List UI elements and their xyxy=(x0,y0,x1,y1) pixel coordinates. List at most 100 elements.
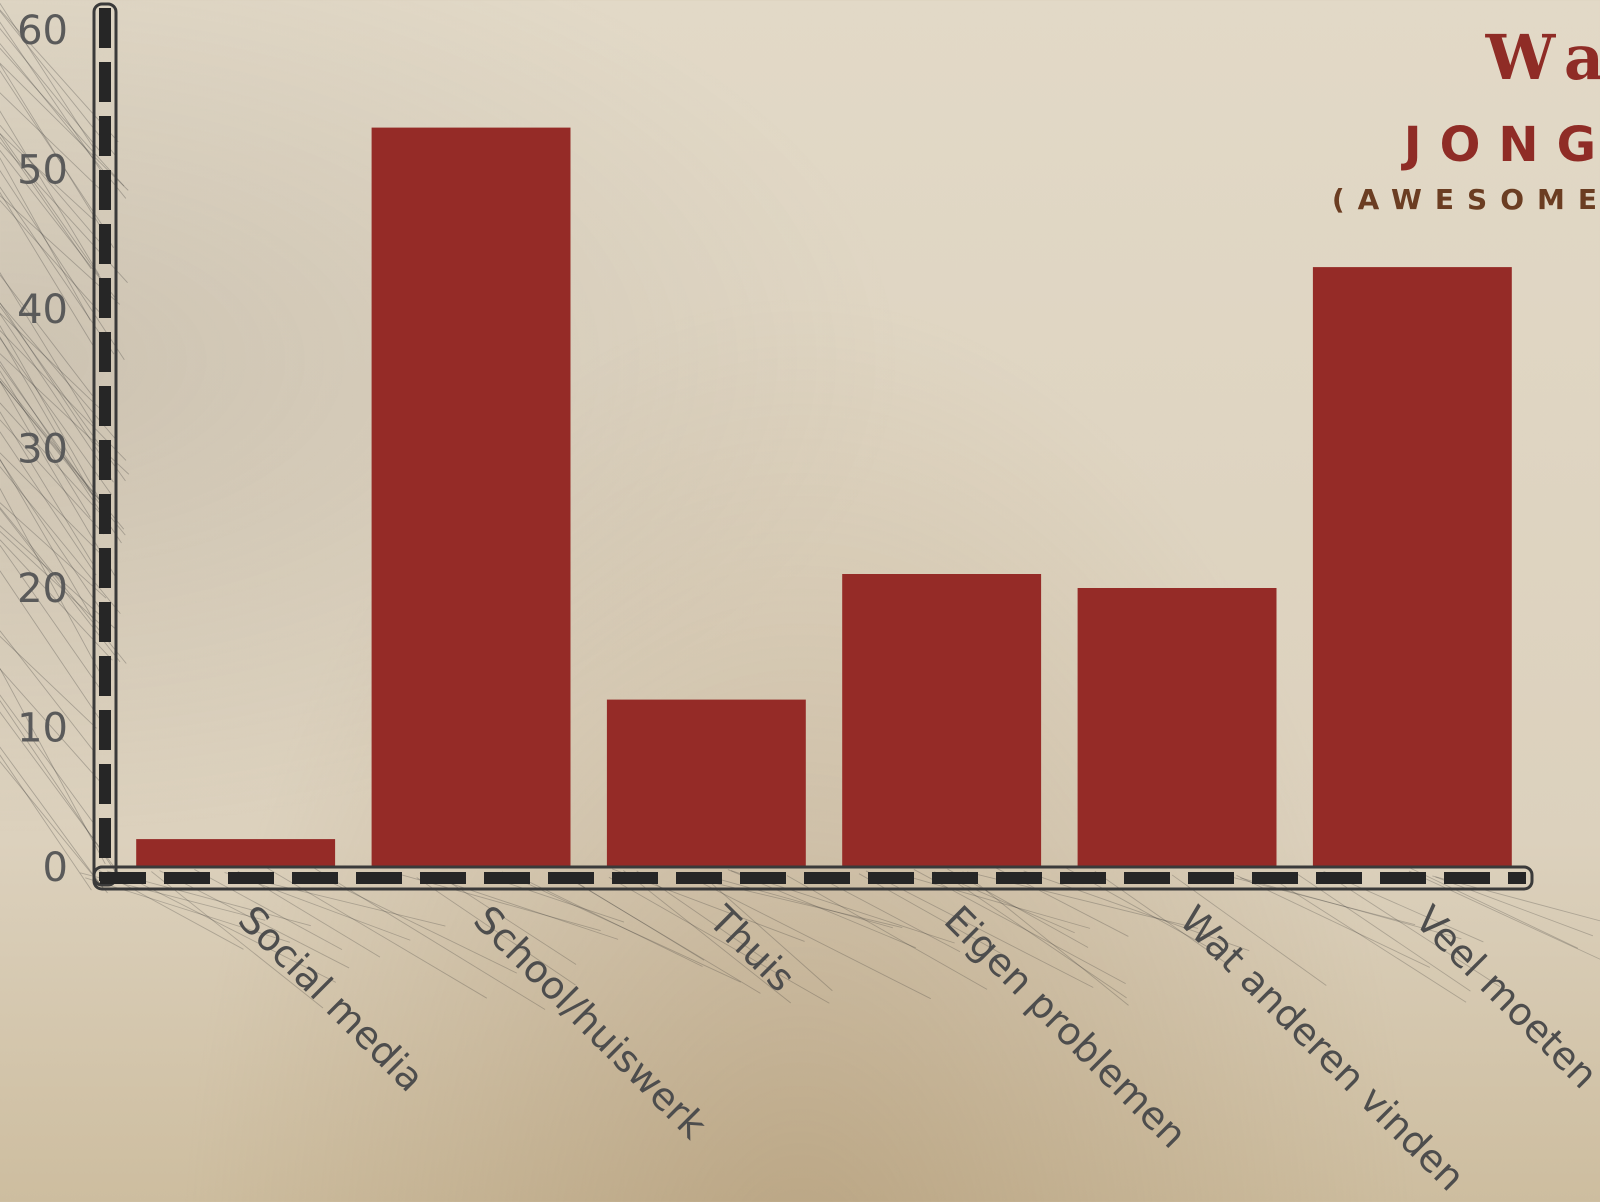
sketch-stroke xyxy=(0,21,110,183)
bar-thuis xyxy=(606,699,806,867)
sketch-stroke xyxy=(0,136,92,270)
sketch-stroke xyxy=(151,871,324,1009)
sketch-stroke xyxy=(0,754,92,891)
sketch-stroke xyxy=(0,502,107,599)
sketch-stroke xyxy=(0,329,127,461)
sketch-stroke xyxy=(0,411,96,568)
sketch-hatching xyxy=(0,2,1600,1010)
sketch-stroke xyxy=(0,380,107,509)
sketch-stroke xyxy=(0,47,125,187)
sketch-stroke xyxy=(0,700,121,879)
sketch-stroke xyxy=(0,186,115,355)
sketch-stroke xyxy=(0,274,93,396)
sketch-stroke xyxy=(0,458,94,620)
x-category-label: School/huiswerk xyxy=(465,897,715,1147)
sketch-stroke xyxy=(685,874,931,1000)
axes xyxy=(92,2,1534,891)
sketch-stroke xyxy=(0,667,106,865)
sketch-stroke xyxy=(0,431,97,576)
y-tick-label: 0 xyxy=(43,845,68,891)
sketch-stroke xyxy=(0,337,112,496)
sketch-stroke xyxy=(1435,876,1594,937)
sketch-stroke xyxy=(159,870,350,969)
y-tick-label: 20 xyxy=(17,566,68,612)
sketch-stroke xyxy=(0,191,96,350)
y-axis-outline xyxy=(92,2,118,887)
sketch-stroke xyxy=(1236,875,1431,968)
chart-title-line-3: (AWESOME xyxy=(1331,183,1600,216)
sketch-stroke xyxy=(0,544,102,690)
sketch-stroke xyxy=(636,870,767,961)
sketch-stroke xyxy=(0,711,122,878)
sketch-stroke xyxy=(0,530,111,634)
sketch-stroke xyxy=(419,872,619,940)
y-tick-label: 40 xyxy=(17,287,68,333)
sketch-stroke xyxy=(563,874,761,994)
sketch-stroke xyxy=(0,2,94,148)
sketch-stroke xyxy=(0,360,122,544)
sketch-stroke xyxy=(0,195,121,305)
y-tick-label: 30 xyxy=(17,427,68,473)
sketch-stroke xyxy=(120,873,337,983)
sketch-stroke xyxy=(0,419,105,535)
sketch-stroke xyxy=(0,487,100,672)
sketch-stroke xyxy=(416,877,576,986)
sketch-stroke xyxy=(317,875,518,974)
sketch-stroke xyxy=(858,873,1005,956)
sketch-stroke xyxy=(1326,874,1501,987)
sketch-stroke xyxy=(0,124,103,246)
sketch-stroke xyxy=(1267,875,1467,1003)
y-tick-label: 10 xyxy=(17,706,68,752)
y-tick-label: 50 xyxy=(17,148,68,194)
sketch-stroke xyxy=(229,872,411,941)
sketch-stroke xyxy=(0,110,100,276)
bar-eigen-problemen xyxy=(842,574,1042,867)
bar-veel-moeten xyxy=(1312,267,1512,868)
chart-title-line-1: Wa xyxy=(1485,21,1600,94)
sketch-stroke xyxy=(0,336,94,497)
sketch-stroke xyxy=(608,876,830,1004)
sketch-stroke xyxy=(786,875,988,990)
bars xyxy=(136,127,1512,868)
sketch-stroke xyxy=(492,877,625,923)
sketch-stroke xyxy=(0,27,100,151)
sketch-stroke xyxy=(0,508,121,663)
sketch-stroke xyxy=(0,313,114,483)
sketch-stroke xyxy=(0,635,97,729)
sketch-stroke xyxy=(0,459,102,611)
sketch-stroke xyxy=(0,43,127,199)
sketch-stroke xyxy=(0,402,102,515)
bar-school-huiswerk xyxy=(371,127,571,868)
sketch-stroke xyxy=(0,302,109,467)
bar-social-media xyxy=(136,839,336,867)
sketch-stroke xyxy=(1094,870,1229,966)
sketch-stroke xyxy=(0,92,109,198)
sketch-stroke xyxy=(194,869,343,951)
sketch-stroke xyxy=(0,570,100,719)
sketch-stroke xyxy=(313,867,546,1010)
sketch-stroke xyxy=(941,871,1127,999)
sketch-stroke xyxy=(0,63,114,249)
sketch-stroke xyxy=(0,370,91,518)
sketch-stroke xyxy=(0,760,108,894)
sketch-stroke xyxy=(0,630,94,752)
sketch-stroke xyxy=(0,694,94,824)
x-category-label: Thuis xyxy=(700,897,804,1001)
sketch-stroke xyxy=(1409,867,1579,949)
sketch-stroke xyxy=(0,133,94,220)
sketch-stroke xyxy=(709,876,893,929)
sketch-stroke xyxy=(0,465,121,614)
sketch-stroke xyxy=(0,539,113,661)
sketch-stroke xyxy=(0,364,95,498)
sketch-stroke xyxy=(0,199,104,317)
sketch-stroke xyxy=(0,169,125,361)
x-axis-outline xyxy=(92,865,1534,891)
sketch-stroke xyxy=(237,870,381,958)
sketch-stroke xyxy=(0,312,106,415)
sketch-stroke xyxy=(0,62,129,191)
sketch-stroke xyxy=(1023,870,1250,952)
chart-title: Wa JONG (AWESOME xyxy=(1332,22,1600,220)
sketch-stroke xyxy=(0,157,91,321)
sketch-stroke xyxy=(0,132,110,291)
